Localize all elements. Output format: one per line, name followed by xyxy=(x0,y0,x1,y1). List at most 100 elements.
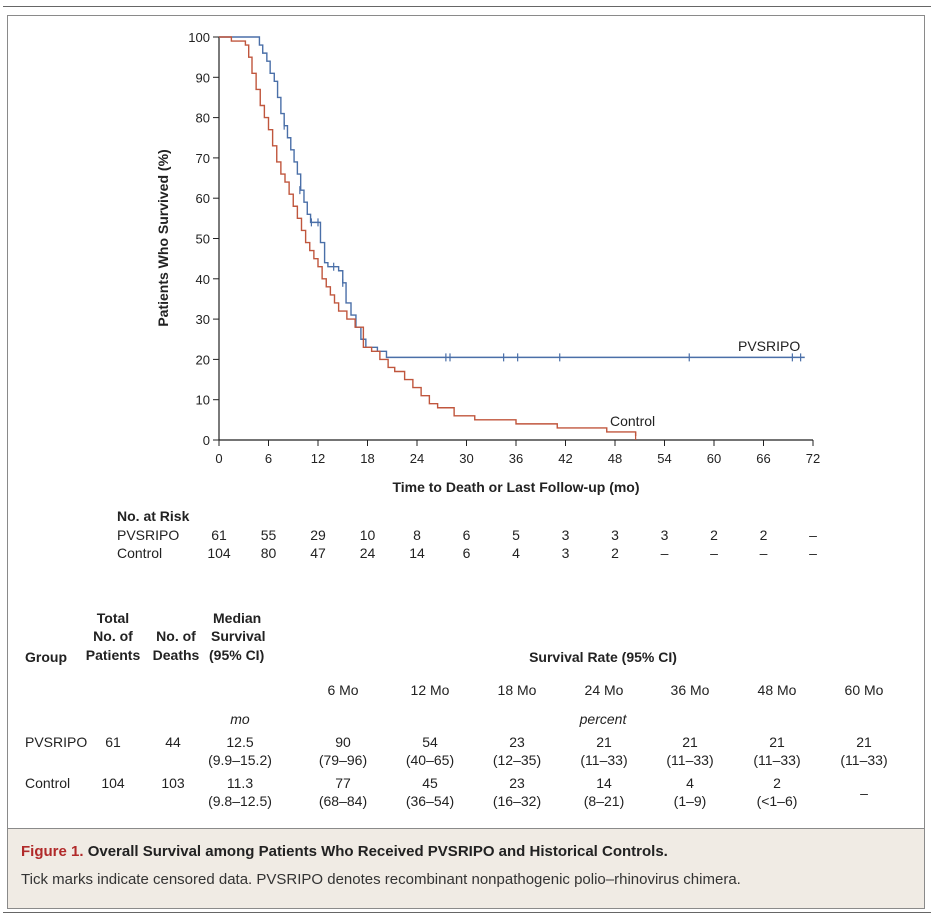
risk-cell: 80 xyxy=(260,545,277,561)
y-tick-label: 60 xyxy=(196,191,210,206)
risk-cell: 6 xyxy=(462,545,471,561)
deaths-cell: 103 xyxy=(161,775,185,791)
rate-cell: 2 xyxy=(773,775,781,791)
rate-cell: – xyxy=(860,785,868,801)
group-cell: Control xyxy=(25,775,71,791)
y-tick-label: 20 xyxy=(196,352,210,367)
rate-cell: 4 xyxy=(686,775,694,791)
unit-median: mo xyxy=(230,711,250,727)
risk-cell: 3 xyxy=(660,527,669,543)
rate-cell: 21 xyxy=(856,734,872,750)
x-tick-label: 60 xyxy=(707,451,721,466)
risk-cell: 3 xyxy=(561,545,570,561)
timepoint-header: 6 Mo xyxy=(327,682,359,698)
y-tick-label: 80 xyxy=(196,111,210,126)
rate-cell: 77 xyxy=(335,775,351,791)
y-tick-label: 90 xyxy=(196,70,210,85)
figure-note: Tick marks indicate censored data. PVSRI… xyxy=(21,871,741,888)
hdr-total-1: Total xyxy=(96,610,130,626)
rate-cell: 54 xyxy=(422,734,438,750)
total-cell: 61 xyxy=(105,734,121,750)
risk-cell: 14 xyxy=(409,545,425,561)
risk-cell: 29 xyxy=(310,527,326,543)
risk-cell: 8 xyxy=(413,527,421,543)
risk-cell: 55 xyxy=(260,527,277,543)
y-tick-label: 50 xyxy=(196,232,210,247)
x-tick-label: 36 xyxy=(509,451,523,466)
series-label-control: Control xyxy=(610,413,655,429)
x-tick-label: 18 xyxy=(360,451,374,466)
x-tick-label: 24 xyxy=(410,451,424,466)
rate-cell: 45 xyxy=(422,775,438,791)
y-tick-label: 40 xyxy=(196,272,210,287)
rate-ci-cell: (<1–6) xyxy=(756,793,798,809)
x-tick-label: 66 xyxy=(756,451,770,466)
group-cell: PVSRIPO xyxy=(25,734,88,750)
rate-ci-cell: (11–33) xyxy=(580,752,628,768)
risk-cell: – xyxy=(660,545,669,561)
risk-cell: – xyxy=(809,527,817,543)
series-line-pvsripo xyxy=(219,36,805,359)
risk-cell: – xyxy=(710,545,718,561)
risk-cell: – xyxy=(809,545,817,561)
x-tick-label: 72 xyxy=(806,451,820,466)
risk-table-title: No. at Risk xyxy=(117,508,190,524)
rate-cell: 23 xyxy=(509,734,525,750)
series-line-control xyxy=(219,36,637,436)
risk-cell: 2 xyxy=(710,527,718,543)
rate-ci-cell: (1–9) xyxy=(673,793,707,809)
hdr-deaths-1: No. of xyxy=(156,628,196,644)
x-tick-label: 54 xyxy=(657,451,671,466)
timepoint-header: 18 Mo xyxy=(497,682,537,698)
hdr-median-2: Survival xyxy=(211,628,266,644)
median-ci-cell: (9.8–12.5) xyxy=(208,793,272,809)
hdr-group: Group xyxy=(25,649,67,665)
risk-cell: – xyxy=(759,545,768,561)
x-tick-label: 42 xyxy=(558,451,572,466)
top-rule xyxy=(3,6,931,7)
unit-rate: percent xyxy=(579,711,627,727)
rate-ci-cell: (8–21) xyxy=(583,793,625,809)
x-axis-label: Time to Death or Last Follow-up (mo) xyxy=(392,479,639,495)
series-label-pvsripo: PVSRIPO xyxy=(738,338,800,354)
hdr-total-3: Patients xyxy=(85,647,141,663)
deaths-cell: 44 xyxy=(165,734,181,750)
rate-ci-cell: (11–33) xyxy=(753,752,801,768)
risk-cell: 2 xyxy=(611,545,619,561)
rate-ci-cell: (11–33) xyxy=(666,752,714,768)
hdr-median-3: (95% CI) xyxy=(209,647,265,663)
y-tick-label: 10 xyxy=(196,393,210,408)
total-cell: 104 xyxy=(101,775,125,791)
rate-ci-cell: (12–35) xyxy=(492,752,542,768)
figure-caption: Figure 1. Overall Survival among Patient… xyxy=(8,828,924,908)
x-tick-label: 6 xyxy=(265,451,272,466)
rate-ci-cell: (36–54) xyxy=(405,793,455,809)
timepoint-header: 48 Mo xyxy=(757,682,797,698)
rate-cell: 21 xyxy=(769,734,785,750)
bottom-rule xyxy=(3,912,931,913)
y-tick-label: 100 xyxy=(188,30,210,45)
rate-ci-cell: (40–65) xyxy=(405,752,455,768)
timepoint-header: 24 Mo xyxy=(584,682,624,698)
hdr-median-1: Median xyxy=(213,610,262,626)
risk-cell: 47 xyxy=(310,545,326,561)
rate-cell: 14 xyxy=(596,775,612,791)
hdr-survival-rate: Survival Rate (95% CI) xyxy=(529,649,677,665)
rate-ci-cell: (68–84) xyxy=(318,793,368,809)
risk-cell: 10 xyxy=(359,527,376,543)
rate-cell: 21 xyxy=(596,734,612,750)
risk-cell: 5 xyxy=(512,527,520,543)
risk-cell: 3 xyxy=(561,527,570,543)
risk-cell: 104 xyxy=(207,545,231,561)
risk-cell: 2 xyxy=(759,527,768,543)
risk-cell: 4 xyxy=(512,545,520,561)
rate-cell: 21 xyxy=(682,734,698,750)
timepoint-header: 36 Mo xyxy=(670,682,710,698)
rate-ci-cell: (11–33) xyxy=(840,752,888,768)
rate-ci-cell: (79–96) xyxy=(318,752,368,768)
y-tick-label: 30 xyxy=(196,312,210,327)
hdr-total-2: No. of xyxy=(93,628,133,644)
risk-row-label: Control xyxy=(117,545,163,561)
rate-cell: 23 xyxy=(509,775,525,791)
risk-cell: 61 xyxy=(211,527,227,543)
